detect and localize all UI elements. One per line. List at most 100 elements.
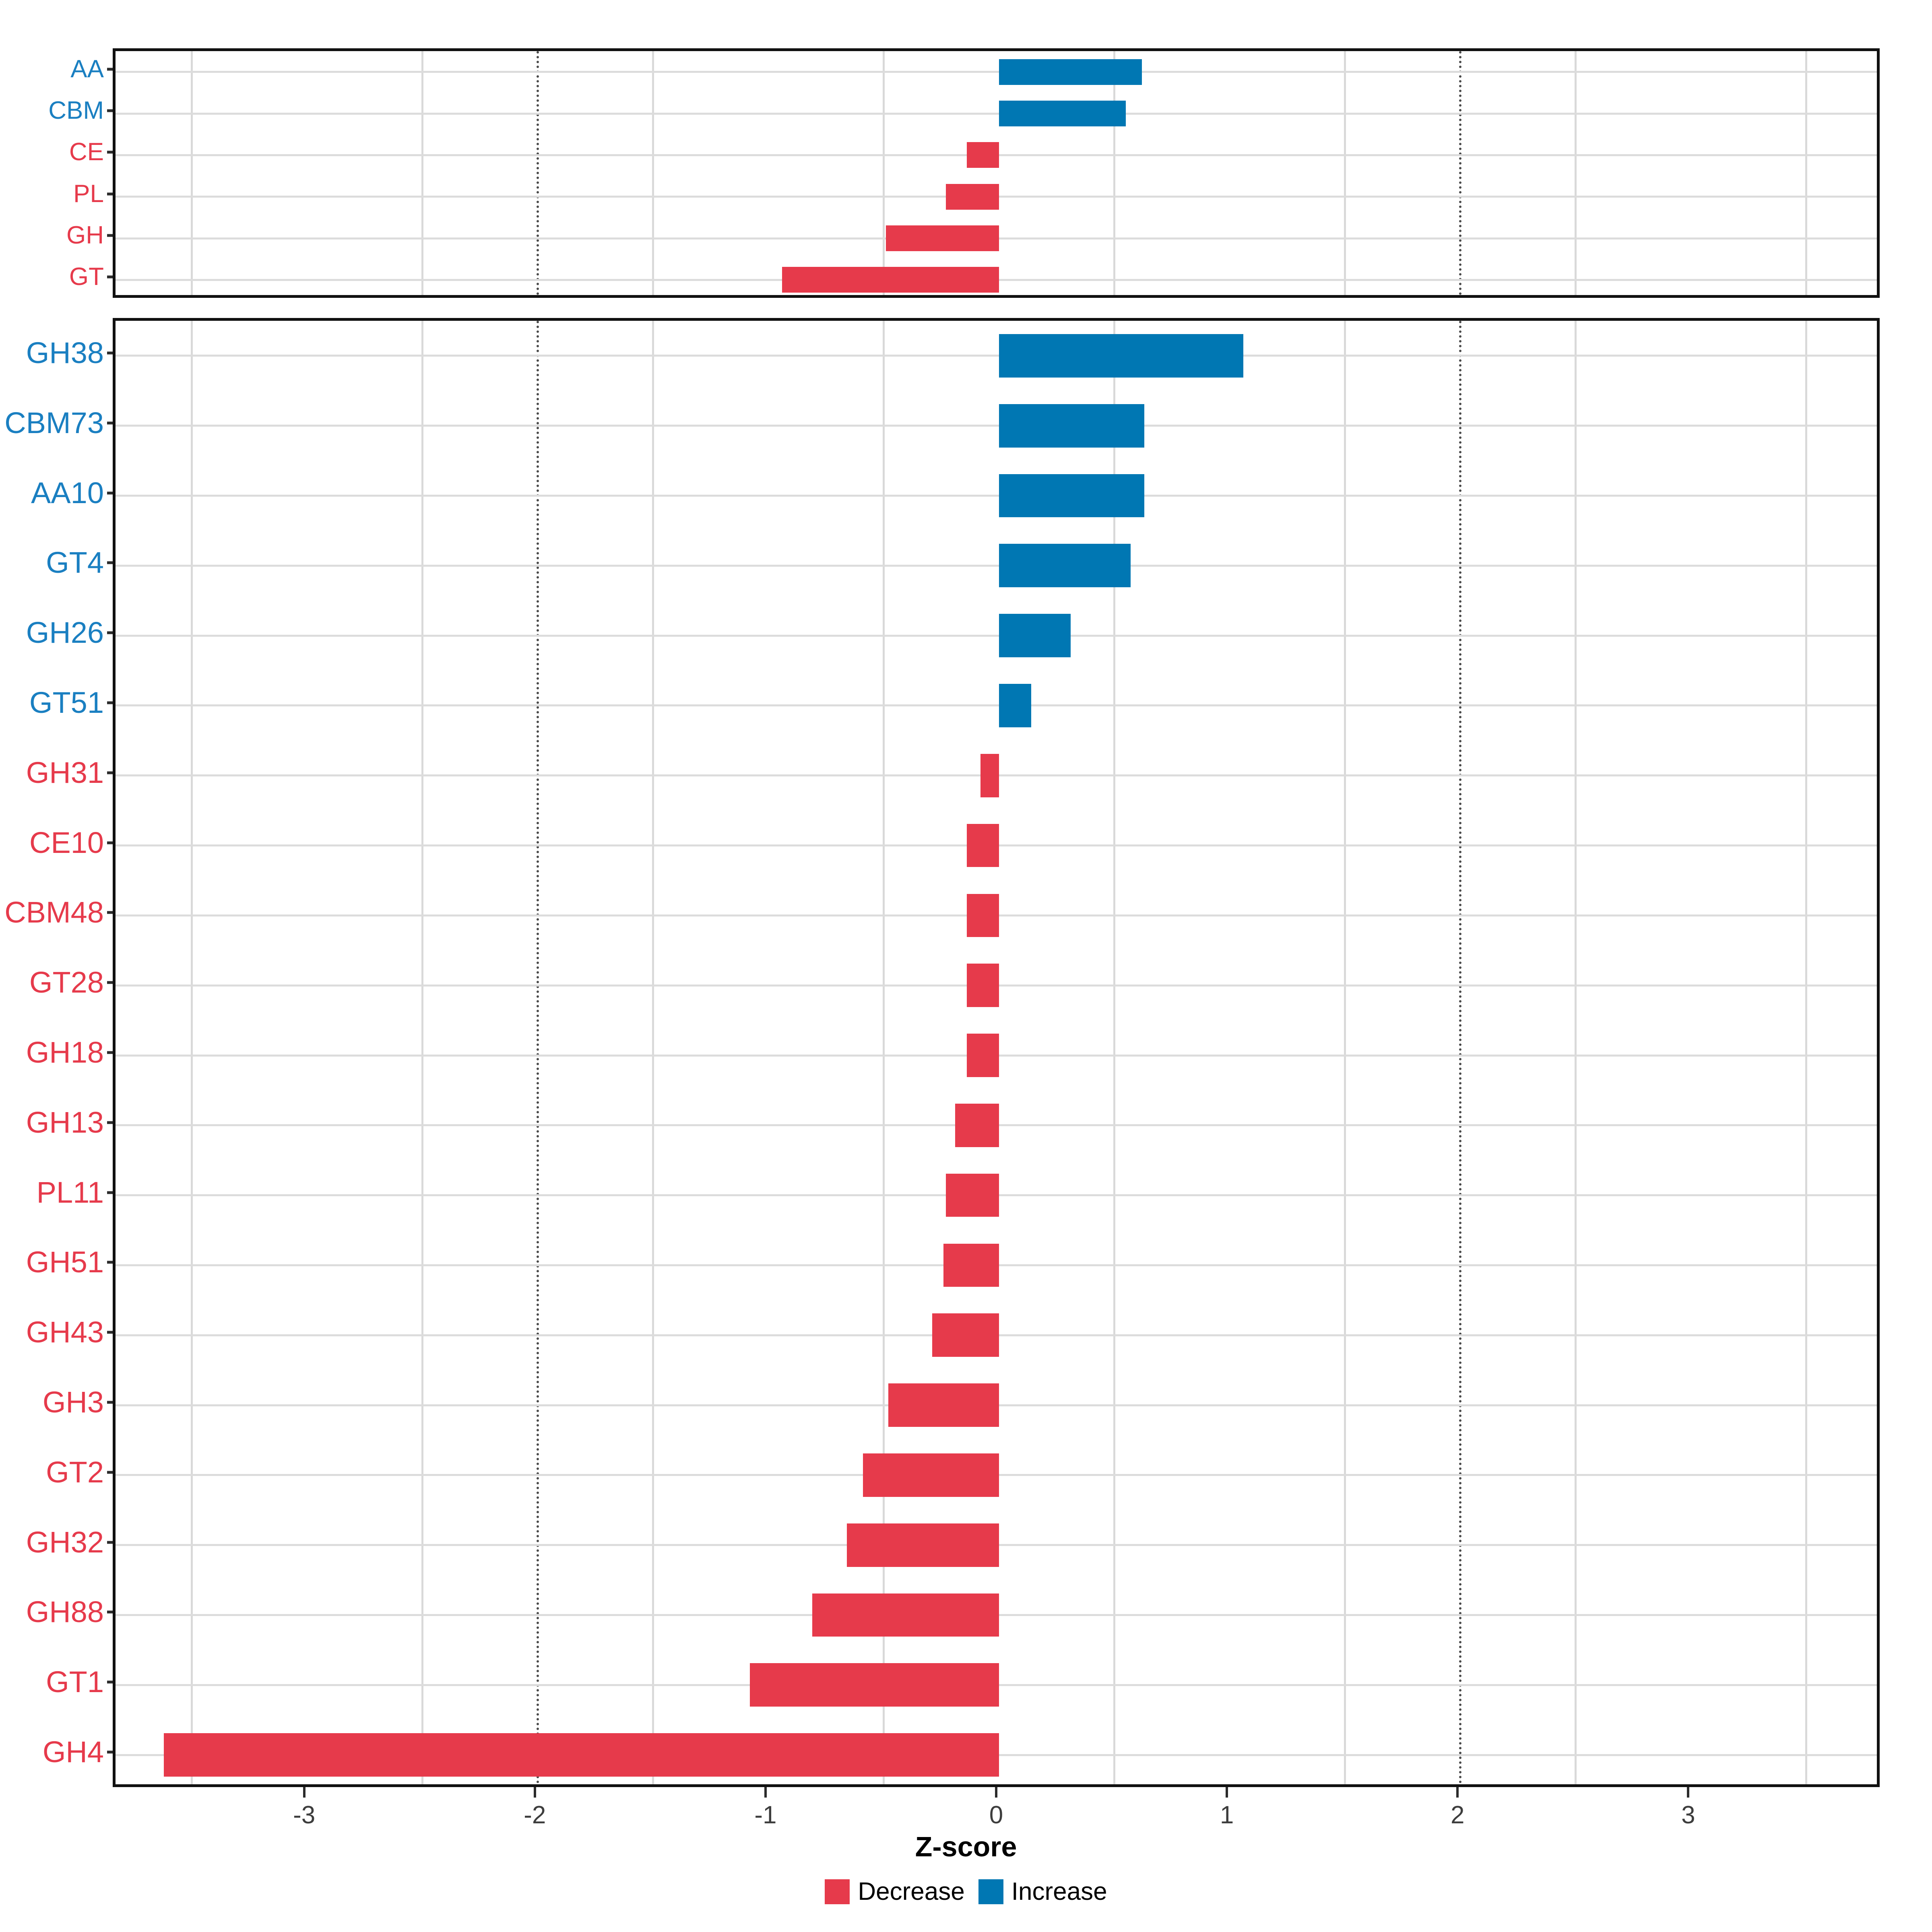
bar-cbm48[interactable] [966, 894, 999, 937]
y-axis-tick [107, 491, 113, 495]
grid-line-major [1805, 51, 1808, 295]
cazyme-class-plot-area [113, 48, 1880, 298]
bar-gt28[interactable] [966, 964, 999, 1007]
y-axis-label-gh32: GH32 [26, 1525, 104, 1559]
x-axis-tick [303, 1787, 305, 1798]
grid-line-dotted [536, 321, 539, 1784]
bar-aa10[interactable] [999, 474, 1145, 518]
y-axis-tick [107, 911, 113, 914]
grid-line-major [1575, 321, 1577, 1784]
grid-line-major [1805, 321, 1808, 1784]
y-axis-label-gh31: GH31 [26, 755, 104, 789]
y-axis-label-gh51: GH51 [26, 1245, 104, 1279]
bar-gh[interactable] [886, 225, 999, 252]
grid-line-horizontal [116, 564, 1877, 567]
x-axis-tick [1687, 1787, 1690, 1798]
y-axis-tick [107, 234, 113, 237]
y-axis-label-gt28: GT28 [29, 966, 104, 999]
bar-gh3[interactable] [888, 1383, 999, 1427]
grid-line-major [652, 321, 654, 1784]
legend-swatch-decrease-icon [825, 1879, 850, 1904]
legend-label-increase: Increase [1011, 1878, 1107, 1905]
bar-pl[interactable] [946, 184, 999, 210]
legend-item-increase[interactable]: Increase [978, 1879, 1107, 1904]
x-axis-title: Z-score [915, 1831, 1017, 1862]
y-axis-tick [107, 1471, 113, 1474]
y-axis-tick [107, 151, 113, 154]
y-axis-label-gh3: GH3 [42, 1385, 104, 1419]
x-axis-tick-label: 0 [989, 1801, 1003, 1829]
y-axis-tick [107, 109, 113, 112]
grid-line-major [652, 51, 654, 295]
grid-line-major [190, 321, 193, 1784]
bar-gh38[interactable] [999, 334, 1244, 378]
y-axis-tick [107, 701, 113, 704]
x-axis-tick-label: -2 [524, 1801, 546, 1829]
bar-gh43[interactable] [932, 1313, 999, 1357]
grid-line-major [882, 51, 885, 295]
y-axis-tick [107, 68, 113, 71]
bar-aa[interactable] [999, 59, 1142, 85]
cazyme-class-panel [0, 0, 1932, 306]
cazyme-family-panel [0, 318, 1932, 1787]
legend-label-decrease: Decrease [858, 1878, 965, 1905]
bar-gt51[interactable] [999, 684, 1032, 727]
y-axis-tick [107, 1610, 113, 1614]
y-axis-tick [107, 631, 113, 634]
grid-line-major [1113, 51, 1116, 295]
y-axis-tick [107, 351, 113, 355]
legend-item-decrease[interactable]: Decrease [825, 1878, 965, 1905]
grid-line-horizontal [116, 355, 1877, 357]
grid-line-dotted [536, 51, 539, 295]
y-axis-tick [107, 421, 113, 425]
grid-line-major [1575, 51, 1577, 295]
x-axis-tick [995, 1787, 997, 1798]
x-axis-tick-label: 2 [1450, 1801, 1465, 1829]
y-axis-label-gh26: GH26 [26, 616, 104, 650]
y-axis-tick [107, 192, 113, 196]
y-axis-label-gh88: GH88 [26, 1595, 104, 1629]
bar-gh31[interactable] [980, 753, 999, 797]
bar-gh32[interactable] [846, 1523, 999, 1567]
bar-gh18[interactable] [966, 1034, 999, 1077]
grid-line-horizontal [116, 634, 1877, 637]
y-axis-label-gt4: GT4 [46, 546, 104, 580]
x-axis-tick-label: 3 [1681, 1801, 1695, 1829]
bar-gt1[interactable] [750, 1663, 999, 1707]
bar-gt4[interactable] [999, 544, 1131, 588]
y-axis-label-gt1: GT1 [46, 1665, 104, 1699]
bar-cbm[interactable] [999, 100, 1126, 127]
y-axis-tick [107, 1121, 113, 1124]
bar-gh4[interactable] [164, 1733, 999, 1777]
bar-ce10[interactable] [966, 824, 999, 867]
y-axis-label-ce: CE [69, 138, 104, 166]
grid-line-major [190, 51, 193, 295]
y-axis-label-cbm48: CBM48 [4, 896, 104, 929]
bar-gh88[interactable] [812, 1593, 999, 1637]
bar-pl11[interactable] [946, 1173, 999, 1217]
cazyme-family-plot-area [113, 318, 1880, 1787]
y-axis-label-cbm: CBM [48, 97, 104, 124]
legend: Decrease Increase [0, 1876, 1932, 1908]
bar-gh51[interactable] [943, 1243, 999, 1287]
x-axis-tick [533, 1787, 536, 1798]
grid-line-major [421, 51, 423, 295]
y-axis-label-gh: GH [66, 221, 104, 249]
bar-gh13[interactable] [955, 1103, 999, 1147]
x-axis-tick [764, 1787, 767, 1798]
y-axis-label-aa: AA [70, 55, 104, 83]
bar-gh26[interactable] [999, 614, 1071, 657]
y-axis-label-gh13: GH13 [26, 1105, 104, 1139]
y-axis-label-gh38: GH38 [26, 336, 104, 369]
x-axis-tick [1226, 1787, 1228, 1798]
y-axis-label-gt2: GT2 [46, 1455, 104, 1489]
y-axis-tick [107, 1331, 113, 1334]
bar-cbm73[interactable] [999, 404, 1145, 448]
grid-line-horizontal [116, 71, 1877, 73]
bar-gt[interactable] [782, 267, 999, 293]
y-axis-label-gh18: GH18 [26, 1036, 104, 1069]
y-axis-tick [107, 1750, 113, 1754]
bar-ce[interactable] [966, 142, 999, 168]
bar-gt2[interactable] [863, 1453, 999, 1497]
